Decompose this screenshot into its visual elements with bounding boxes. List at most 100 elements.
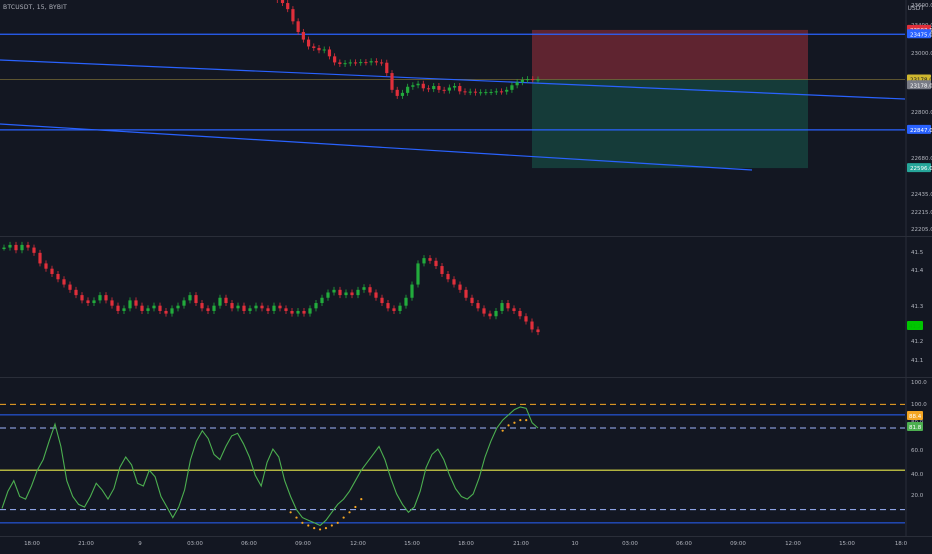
indicator-candle xyxy=(476,303,480,309)
time-tick-label: 10 xyxy=(572,541,579,547)
price-candle xyxy=(484,92,488,94)
indicator-candle xyxy=(458,284,462,290)
indicator-candle xyxy=(500,303,504,311)
indicator-candle xyxy=(140,305,144,311)
price-candle xyxy=(333,56,337,63)
indicator-candle xyxy=(428,258,432,261)
indicator-candle xyxy=(446,273,450,280)
indicator-candle xyxy=(356,289,360,296)
indicator-candle xyxy=(488,313,492,317)
indicator-candle xyxy=(284,308,288,311)
indicator-candle xyxy=(170,308,174,314)
indicator-candle xyxy=(452,279,456,285)
indicator-candle xyxy=(152,305,156,309)
time-tick-label: 21:00 xyxy=(513,541,529,547)
indicator-candle xyxy=(422,258,426,264)
price-candle xyxy=(385,62,389,74)
rsi-signal-dot xyxy=(342,516,345,519)
price-candle xyxy=(359,62,363,64)
price-pane[interactable] xyxy=(0,0,932,237)
symbol-title: BTCUSDT, 15, BYBIT xyxy=(3,4,67,11)
indicator-tick-label: 41.3 xyxy=(911,304,924,310)
rsi-value-text: 88.4 xyxy=(909,414,922,420)
indicator-tick-label: 41.1 xyxy=(911,358,923,364)
price-scale[interactable]: 23600.023400.023000.022800.022680.022435… xyxy=(905,0,932,536)
indicator-candle xyxy=(512,308,516,311)
indicator-candle xyxy=(254,305,258,309)
price-candle xyxy=(515,82,519,86)
price-candle xyxy=(452,86,457,88)
price-candle xyxy=(364,62,368,64)
indicator-candle xyxy=(374,292,378,298)
indicator-candle xyxy=(110,300,114,306)
price-label-tag xyxy=(907,163,931,173)
indicator-candle xyxy=(8,244,12,248)
price-label-tag xyxy=(907,124,931,134)
price-candle xyxy=(296,21,300,32)
price-candle xyxy=(286,3,290,10)
indicator-candle xyxy=(206,308,210,311)
rsi-signal-dot xyxy=(507,424,510,427)
time-tick-label: 09:00 xyxy=(730,541,746,547)
price-tick-label: 22435.0 xyxy=(911,192,932,198)
indicator-candle xyxy=(320,297,324,304)
time-tick-label: 12:00 xyxy=(785,541,801,547)
rsi-signal-dot xyxy=(330,524,333,527)
indicator-candle xyxy=(518,310,522,317)
indicator-current-text: 41.2 xyxy=(909,324,921,330)
price-label-tag xyxy=(907,80,931,90)
indicator-candle xyxy=(482,308,486,314)
indicator-candle xyxy=(218,297,222,306)
indicator-candle xyxy=(308,308,312,314)
price-candle xyxy=(312,46,316,48)
indicator-candle xyxy=(290,310,294,314)
indicator-candle xyxy=(332,289,336,293)
rsi-signal-dot xyxy=(360,498,363,501)
price-candle xyxy=(458,86,462,92)
rsi-signal-dot xyxy=(354,505,357,509)
price-candle xyxy=(531,79,535,81)
indicator-candle xyxy=(38,252,42,264)
indicator-tick-label: 41.2 xyxy=(911,339,923,345)
indicator-candle xyxy=(314,303,318,309)
indicator-candle xyxy=(464,289,468,298)
rsi-tick-label: 100.0 xyxy=(911,380,927,386)
indicator-candle xyxy=(386,303,390,309)
price-tick-label: 22680.0 xyxy=(911,156,932,162)
indicator-candle xyxy=(392,308,396,311)
price-candle xyxy=(479,92,483,94)
indicator-candle xyxy=(530,321,534,330)
time-tick-label: 18:00 xyxy=(458,541,474,547)
price-candle xyxy=(390,73,394,90)
price-tick-label: 22205.0 xyxy=(911,227,932,233)
rsi-signal-dot xyxy=(348,511,351,514)
rsi-pane[interactable] xyxy=(0,378,905,536)
price-candle xyxy=(536,79,540,81)
price-candle xyxy=(322,49,326,51)
price-label-text: 23475.0 xyxy=(910,32,932,38)
price-candle xyxy=(343,63,347,65)
price-candle xyxy=(416,83,420,86)
indicator-candle xyxy=(380,297,384,304)
indicator-candle xyxy=(104,295,108,301)
rsi-signal-dot xyxy=(525,419,528,422)
indicator-candle xyxy=(416,263,420,285)
indicator-pane[interactable] xyxy=(0,237,932,378)
indicator-candle xyxy=(260,305,264,309)
indicator-candle xyxy=(242,305,246,311)
indicator-candle xyxy=(230,303,234,309)
rsi-tick-label: 20.0 xyxy=(911,493,924,499)
time-tick-label: 12:00 xyxy=(350,541,366,547)
indicator-candle xyxy=(362,287,366,290)
price-candle xyxy=(280,0,285,4)
rsi-signal-dot xyxy=(301,521,304,524)
indicator-candle xyxy=(98,295,102,301)
indicator-current-tag xyxy=(907,321,923,330)
time-scale[interactable]: 18:00 21:00 9 03:00 06:00 09:00 12:00 15:00 18:0… xyxy=(0,536,932,548)
currency-label: USDT xyxy=(907,5,925,12)
time-tick-label: 18:00 xyxy=(24,541,40,547)
rsi-signal-dot xyxy=(336,521,339,524)
price-candle xyxy=(338,62,342,64)
